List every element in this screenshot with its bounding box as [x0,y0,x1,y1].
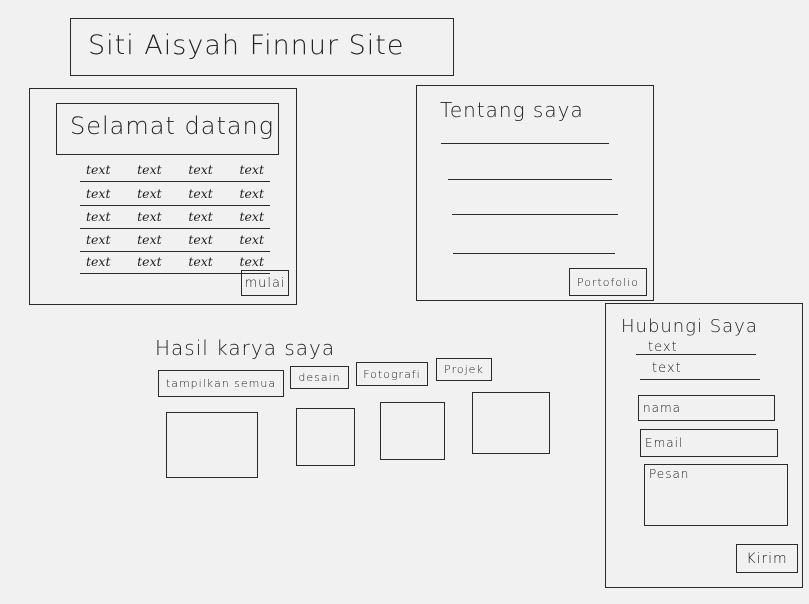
filter-all-button[interactable]: tampilkan semua [158,370,284,397]
about-line [453,253,615,254]
about-section [416,85,654,301]
send-button[interactable]: Kirim [736,544,798,573]
portfolio-thumbnail[interactable] [296,408,355,466]
portfolio-heading: Hasil karya saya [155,336,336,360]
welcome-text-row: text text text text [86,209,264,224]
welcome-text-row: text text text text [86,254,264,269]
divider [80,181,270,182]
welcome-text-row: text text text text [86,232,264,247]
contact-text: text [652,361,682,376]
portfolio-thumbnail[interactable] [166,412,258,478]
contact-text: text [648,340,678,355]
about-line [441,143,609,144]
welcome-text-row: text text text text [86,186,264,201]
filter-design-button[interactable]: desain [290,366,349,389]
email-field[interactable]: Email [640,429,778,457]
filter-photography-button[interactable]: Fotografi [356,362,428,386]
divider [80,205,270,206]
divider [636,354,756,355]
message-field[interactable]: Pesan [644,464,788,526]
about-line [452,214,618,215]
portfolio-thumbnail[interactable] [472,392,550,454]
divider [80,228,270,229]
site-header [70,18,454,76]
about-line [448,179,612,180]
contact-heading: Hubungi Saya [621,316,758,337]
start-button[interactable]: mulai [241,270,289,296]
site-title: Siti Aisyah Finnur Site [88,30,405,61]
divider [80,251,270,252]
contact-section [605,303,803,588]
welcome-text-row: text text text text [86,162,264,177]
portfolio-button[interactable]: Portofolio [569,268,647,296]
name-field[interactable]: nama [638,395,775,421]
portfolio-thumbnail[interactable] [380,402,445,460]
welcome-section [29,88,297,305]
welcome-heading-box [56,103,279,155]
filter-project-button[interactable]: Projek [436,358,492,381]
welcome-heading: Selamat datang [70,112,275,140]
about-heading: Tentang saya [440,98,584,122]
divider [80,273,270,274]
divider [640,379,760,380]
